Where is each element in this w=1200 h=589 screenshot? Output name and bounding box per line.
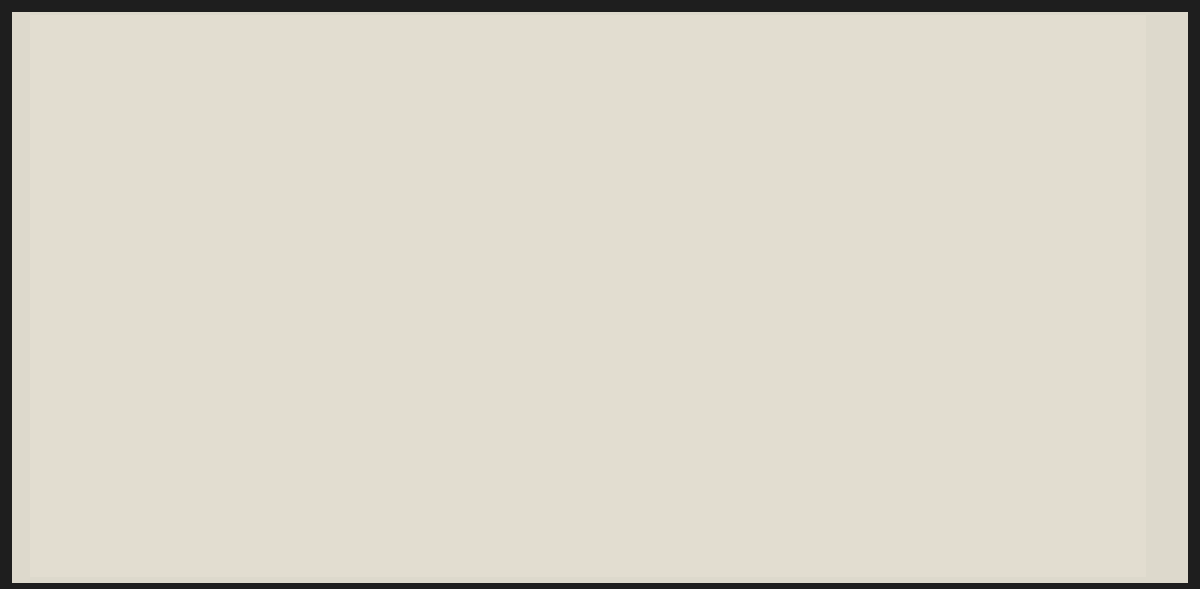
Text: The source code file provided for this lab includes the necessary variable decla: The source code file provided for this l… — [60, 462, 910, 536]
Text: 3 * 4 = 12: 3 * 4 = 12 — [60, 412, 168, 432]
Text: Lab 9-4: Writing Functions that Return a Value: Lab 9-4: Writing Functions that Return a… — [60, 71, 764, 100]
Text: In this lab, you complete a partially written C++ program that includes a functi: In this lab, you complete a partially wr… — [60, 138, 937, 294]
